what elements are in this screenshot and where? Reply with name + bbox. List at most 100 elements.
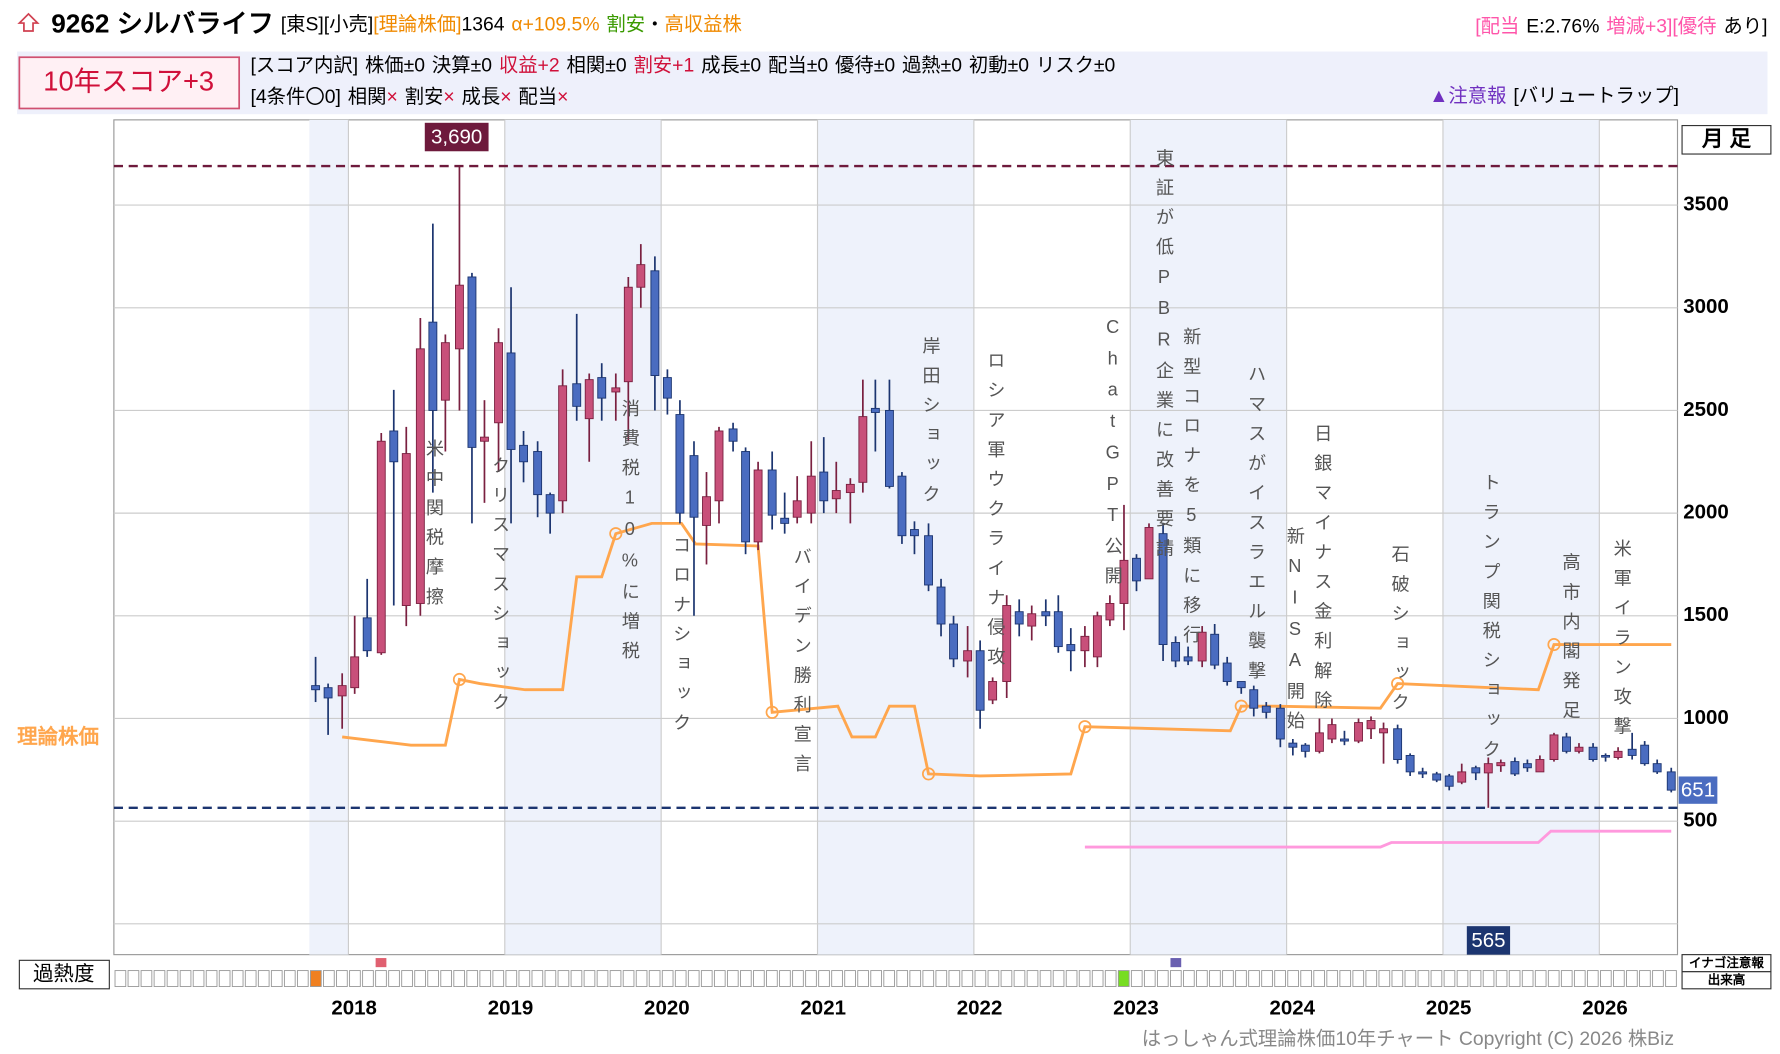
event-annotation: 日銀マイナス金利解除	[1312, 424, 1332, 720]
overheat-cell	[453, 970, 466, 987]
period-button[interactable]	[1681, 124, 1772, 155]
overheat-cell	[609, 970, 622, 987]
overheat-cell	[127, 970, 140, 987]
header-text: 株価±0	[365, 54, 425, 76]
overheat-cell	[935, 970, 948, 987]
overheat-cell	[1143, 970, 1156, 987]
x-tick-label: 2025	[1426, 997, 1472, 1020]
candle-body	[376, 440, 386, 654]
overheat-cell	[310, 970, 322, 987]
overheat-cell	[1026, 970, 1039, 987]
candle-body	[1158, 533, 1168, 646]
candle-body	[323, 687, 333, 699]
header-text: 9262 シルバライフ	[51, 8, 274, 38]
overheat-cell	[349, 970, 361, 987]
overheat-cell	[1404, 970, 1417, 987]
overheat-cell	[1274, 970, 1286, 987]
overheat-cell	[779, 970, 791, 987]
header-text: α+109.5%	[511, 13, 599, 35]
overheat-cell	[1196, 970, 1208, 987]
overheat-cell	[1065, 970, 1078, 987]
overheat-cell	[1391, 970, 1404, 987]
overheat-cell	[974, 970, 987, 987]
overheat-cell	[1652, 970, 1664, 987]
overheat-cell	[700, 970, 713, 987]
candle-body	[480, 436, 489, 442]
candle-body	[910, 529, 919, 537]
volume-button[interactable]	[1681, 971, 1772, 990]
candle-body	[689, 455, 699, 518]
dividend-line: [配当 E:2.76% 増減+3][優待 あり]	[1475, 16, 1767, 38]
overheat-cell	[896, 970, 909, 987]
overheat-cell	[114, 970, 127, 987]
event-annotation: 新型コロナを5類に移行	[1181, 327, 1201, 654]
x-tick-label: 2018	[331, 997, 377, 1020]
overheat-cell	[844, 970, 856, 987]
candle-body	[519, 444, 528, 463]
overheat-cell	[414, 970, 426, 987]
x-tick-label: 2019	[488, 997, 534, 1020]
overheat-cell	[753, 970, 765, 987]
line-marker	[921, 767, 936, 781]
header-text: ×	[386, 86, 397, 108]
header-text: 収益+2	[499, 54, 560, 76]
overheat-cell	[283, 970, 296, 987]
line-marker	[1078, 720, 1092, 734]
period-label[interactable]: 月 足	[1701, 126, 1752, 151]
volume-label[interactable]: 出来高	[1708, 972, 1746, 987]
candle-body	[1275, 707, 1285, 740]
candle-body	[350, 656, 360, 689]
candle-body	[1613, 750, 1623, 758]
overheat-cell	[179, 970, 192, 987]
y-tick-label: 2000	[1683, 501, 1729, 524]
overheat-cell	[270, 970, 283, 987]
candle-body	[1574, 746, 1584, 752]
event-annotation: コロナショック	[671, 536, 691, 743]
candle-body	[767, 469, 777, 516]
event-annotation: ロシア軍ウクライナ侵攻	[985, 351, 1005, 677]
candle-body	[1471, 767, 1481, 774]
overheat-cell	[166, 970, 179, 987]
year-band	[504, 119, 662, 955]
overheat-cell	[622, 970, 635, 987]
candle-body	[1080, 635, 1090, 652]
overheat-cell	[388, 970, 400, 987]
event-annotation: 東証が低PBR企業に改善要請	[1154, 148, 1174, 568]
overheat-cell	[479, 970, 492, 987]
header-text: 相関±0	[566, 54, 626, 76]
candle-body	[1457, 771, 1467, 783]
candle-body	[858, 416, 868, 483]
candle-body	[1066, 644, 1076, 652]
candle-body	[870, 407, 880, 413]
overheat-cell	[1508, 970, 1521, 987]
candle-body	[533, 451, 543, 496]
overheat-cell	[1547, 970, 1560, 987]
y-tick-label: 1000	[1683, 706, 1729, 729]
candle-body	[1522, 763, 1532, 769]
header-text: あり]	[1723, 16, 1767, 38]
header-text: 配当±0	[768, 54, 828, 76]
candle-body	[975, 650, 985, 711]
overheat-cell	[1613, 970, 1625, 987]
event-annotation: ChatGPT公開	[1103, 317, 1123, 596]
header-text: ×	[500, 86, 511, 108]
overheat-cell	[440, 970, 452, 987]
overheat-cell	[792, 970, 804, 987]
overheat-cell	[1183, 970, 1195, 987]
candle-body	[780, 517, 790, 524]
overheat-cell	[1639, 970, 1651, 987]
header-text: [配当	[1475, 16, 1519, 38]
overheat-cell	[153, 970, 166, 987]
overheat-cell	[192, 970, 205, 987]
overheat-cell	[1443, 970, 1456, 987]
event-annotation: 米中関税摩擦	[424, 439, 444, 617]
value-label: 3,690	[431, 126, 482, 149]
overheat-cell	[1326, 970, 1339, 987]
inago-label[interactable]: イナゴ注意報	[1689, 955, 1764, 970]
candle-body	[1444, 775, 1454, 787]
candle-body	[831, 490, 841, 500]
candle-body	[1627, 748, 1637, 756]
candle-body	[897, 475, 907, 537]
